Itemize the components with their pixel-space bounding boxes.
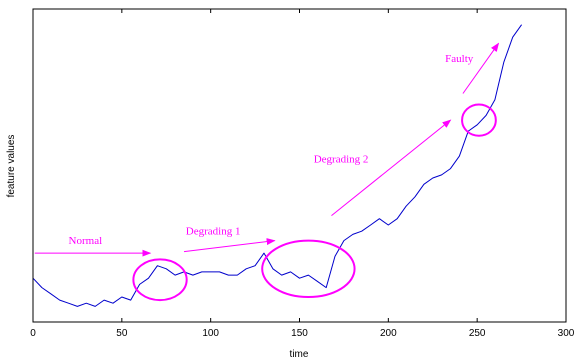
annotation-arrow-4 xyxy=(462,42,500,94)
annotation-label-2: Degrading 1 xyxy=(186,225,241,237)
x-tick-label-50: 50 xyxy=(116,328,128,339)
plot-area xyxy=(32,24,523,307)
annotation-arrow-2 xyxy=(183,238,276,253)
x-tick-label-250: 250 xyxy=(469,328,486,339)
x-tick-label-0: 0 xyxy=(30,328,36,339)
annotation-label-4: Faulty xyxy=(445,53,474,65)
annotation-label-1: Normal xyxy=(69,235,103,247)
highlight-ellipse-1 xyxy=(132,258,188,302)
highlight-ellipse-3 xyxy=(461,103,497,137)
highlight-ellipse-2 xyxy=(261,239,356,298)
x-tick-label-100: 100 xyxy=(202,328,219,339)
annotations: Normal Degrading 1 Degrading 2 Faulty xyxy=(34,42,500,302)
annotation-label-3: Degrading 2 xyxy=(314,153,369,165)
x-tick-label-300: 300 xyxy=(558,328,575,339)
x-tick-label-150: 150 xyxy=(291,328,308,339)
x-axis-ticks: 0 50 100 150 200 250 300 xyxy=(30,9,575,339)
series-line-0 xyxy=(32,24,523,307)
x-axis-label: time xyxy=(290,349,309,360)
y-axis-label: feature values xyxy=(6,135,17,198)
x-tick-label-200: 200 xyxy=(380,328,397,339)
annotation-arrow-3 xyxy=(331,119,452,216)
